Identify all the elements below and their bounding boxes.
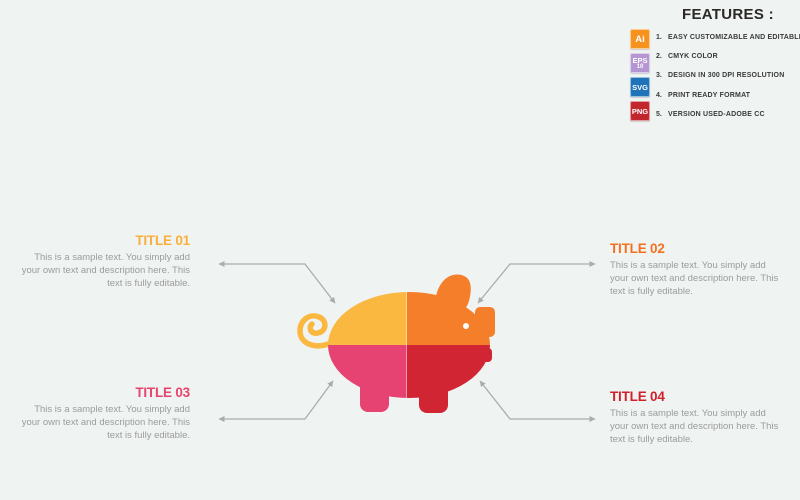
callout-text-line: your own text and description here. This [21, 417, 190, 428]
file-format-badges: Ai EPS 10 SVG PNG [630, 29, 650, 125]
callout-title-01-heading: TITLE 01 [135, 233, 190, 248]
png-file-icon: PNG [630, 101, 650, 121]
callout-title-04: TITLE 04 This is a sample text. You simp… [610, 389, 800, 446]
callout-title-04-heading: TITLE 04 [610, 389, 665, 404]
feature-item-5: 5. VERSION USED-ADOBE CC [656, 105, 800, 124]
pig-tail [297, 313, 334, 349]
callout-text-line: This is a sample text. You simply add [610, 260, 766, 271]
svg-file-icon: SVG [630, 77, 650, 97]
callout-text-line: your own text and description here. This [21, 265, 190, 276]
connector-line-title-02 [477, 261, 596, 304]
feature-label: DESIGN IN 300 DPI RESOLUTION [668, 72, 785, 80]
feature-number: 4. [656, 91, 662, 99]
feature-number: 1. [656, 34, 662, 42]
callout-title-03: TITLE 03 This is a sample text. You simp… [16, 385, 190, 442]
ai-file-icon: Ai [630, 29, 650, 49]
callout-text-line: This is a sample text. You simply add [610, 408, 766, 419]
callout-text-line: This is a sample text. You simply add [34, 404, 190, 415]
callout-title-03-heading: TITLE 03 [135, 385, 190, 400]
feature-label: VERSION USED-ADOBE CC [668, 110, 765, 118]
feature-item-3: 3. DESIGN IN 300 DPI RESOLUTION [656, 66, 800, 85]
eps-file-icon-sub: 10 [636, 63, 644, 70]
features-list: 1. EASY CUSTOMIZABLE AND EDITABLE 2. CMY… [656, 28, 800, 124]
pig-quadrant-top-left [328, 292, 407, 345]
pig-snout [475, 307, 495, 337]
pig-quadrant-bottom-left [328, 345, 407, 398]
connector-line-title-03 [218, 380, 334, 422]
callout-text-line: your own text and description here. This [610, 421, 779, 432]
feature-label: EASY CUSTOMIZABLE AND EDITABLE [668, 34, 800, 42]
feature-label: CMYK COLOR [668, 53, 718, 61]
ai-file-icon-label: Ai [635, 33, 645, 45]
feature-item-4: 4. PRINT READY FORMAT [656, 86, 800, 105]
callout-text-line: text is fully editable. [610, 434, 693, 445]
feature-item-2: 2. CMYK COLOR [656, 47, 800, 66]
eps-file-icon-label: EPS [632, 55, 648, 65]
connector-line-title-04 [479, 380, 596, 422]
callout-text-line: text is fully editable. [107, 278, 190, 289]
callout-title-02-heading: TITLE 02 [610, 241, 665, 256]
pig-eye [463, 323, 469, 329]
callout-title-01: TITLE 01 This is a sample text. You simp… [16, 233, 190, 290]
features-title: FEATURES : [682, 6, 774, 23]
callout-title-02: TITLE 02 This is a sample text. You simp… [610, 241, 800, 298]
feature-number: 2. [656, 53, 662, 61]
feature-item-1: 1. EASY CUSTOMIZABLE AND EDITABLE [656, 28, 800, 47]
pig-body [328, 292, 490, 398]
callout-text-line: This is a sample text. You simply add [34, 252, 190, 263]
callout-text-line: your own text and description here. This [610, 273, 779, 284]
pig-chin [475, 348, 492, 362]
feature-label: PRINT READY FORMAT [668, 91, 751, 99]
png-file-icon-label: PNG [631, 106, 649, 116]
feature-number: 5. [656, 110, 662, 118]
connector-line-title-01 [218, 261, 336, 304]
callout-text-line: text is fully editable. [610, 286, 693, 297]
svg-file-icon-label: SVG [632, 82, 648, 92]
eps-file-icon: EPS 10 [630, 53, 650, 73]
feature-number: 3. [656, 72, 662, 80]
callout-text-line: text is fully editable. [107, 430, 190, 441]
